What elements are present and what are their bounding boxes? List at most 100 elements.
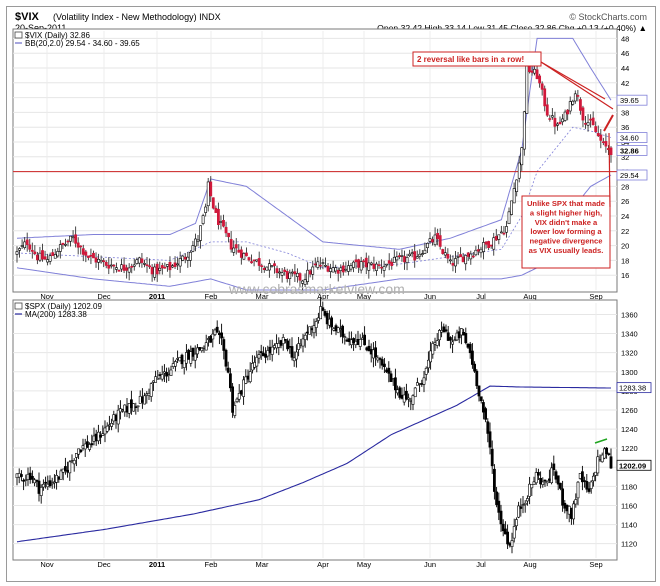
candle-body (572, 503, 576, 520)
candle-body (459, 254, 462, 258)
candle-body (360, 337, 364, 340)
candle-body (92, 435, 96, 442)
candle-body (387, 367, 391, 374)
y-tick-label: 1220 (621, 444, 638, 453)
candle-body (72, 460, 76, 465)
candle-body (163, 371, 166, 374)
candle-body (410, 252, 414, 255)
candle-body (148, 265, 151, 268)
y-tick-label: 24 (621, 212, 629, 221)
candle-body (285, 271, 289, 279)
candle-body (576, 95, 580, 97)
candle-body (512, 526, 516, 539)
y-tick-label: 48 (621, 34, 629, 43)
candle-body (252, 259, 256, 262)
candle-body (107, 264, 111, 269)
candle-body (279, 340, 283, 346)
candle-body (25, 239, 29, 245)
candle-body (114, 414, 118, 421)
candle-body (591, 117, 595, 126)
candle-body (209, 335, 213, 343)
candle-body (248, 371, 252, 383)
candle-body (189, 351, 193, 364)
candle-body (578, 473, 582, 479)
candle-body (347, 265, 350, 272)
candle-body (41, 250, 44, 260)
candle-body (152, 380, 155, 383)
candle-body (180, 354, 184, 365)
candle-body (420, 383, 424, 385)
candle-body (431, 239, 434, 243)
candle-body (84, 251, 88, 256)
candle-body (57, 476, 61, 480)
candle-body (390, 261, 394, 267)
x-tick-label: Aug (523, 292, 536, 301)
vix-legend-bb: BB(20,2.0) 29.54 - 34.60 - 39.65 (25, 39, 140, 48)
site-watermark: www.cobrasmarketview.com (228, 281, 405, 297)
candle-body (257, 354, 261, 359)
candle-body (246, 375, 250, 380)
candle-body (222, 339, 226, 351)
candle-body (77, 448, 81, 455)
candle-body (515, 179, 519, 192)
y-tick-label: 36 (621, 123, 629, 132)
candle-body (61, 242, 65, 245)
spx-candlesticks (15, 297, 613, 554)
candle-body (237, 393, 241, 400)
x-tick-label: May (357, 292, 371, 301)
candle-body (237, 249, 241, 253)
spx-ma200 (16, 385, 611, 543)
candle-body (130, 399, 133, 409)
candle-body (407, 397, 411, 400)
candle-body (117, 270, 121, 272)
candle-body (561, 488, 565, 506)
candle-body (334, 267, 338, 272)
candle-body (290, 271, 294, 274)
divergence-note-line: Unlike SPX that made (527, 199, 605, 208)
y-tick-label: 1260 (621, 406, 638, 415)
x-tick-label: 2011 (149, 560, 165, 569)
candle-body (115, 267, 118, 270)
spx-price-labels: 1283.38 1202.09 (616, 382, 652, 471)
candle-body (58, 244, 62, 252)
spx-higher-high-marker (594, 438, 608, 444)
candle-body (127, 267, 131, 273)
candle-body (598, 459, 602, 461)
candle-body (147, 393, 151, 396)
candle-body (182, 360, 186, 368)
candle-body (55, 475, 59, 483)
candle-body (354, 259, 358, 263)
candle-body (601, 141, 605, 143)
candle-body (530, 70, 534, 73)
candle-body (525, 63, 529, 114)
candle-body (264, 354, 268, 358)
candle-body (392, 256, 396, 263)
candle-body (283, 339, 287, 341)
candle-body (120, 264, 123, 270)
candle-body (125, 406, 129, 413)
candle-body (267, 263, 271, 271)
candle-body (153, 266, 157, 278)
candle-body (387, 260, 391, 264)
candle-body (270, 265, 274, 267)
candle-body (245, 252, 248, 257)
candle-body (536, 472, 540, 476)
candle-body (349, 339, 353, 346)
candle-body (290, 346, 294, 358)
y-tick-label: 26 (621, 197, 629, 206)
candle-body (266, 350, 270, 357)
candle-body (33, 479, 37, 484)
candle-body (464, 255, 468, 265)
candle-body (568, 101, 572, 112)
candle-body (545, 481, 549, 484)
candle-body (444, 329, 448, 332)
vix-legend-price: $VIX (Daily) 32.86 (25, 31, 90, 40)
x-tick-label: Feb (205, 292, 218, 301)
candle-body (33, 251, 37, 255)
candle-body (550, 115, 554, 118)
candle-body (121, 409, 125, 411)
candle-body (163, 266, 167, 269)
y-tick-label: 1180 (621, 482, 637, 491)
candle-body (219, 221, 223, 223)
candle-body (505, 226, 508, 233)
